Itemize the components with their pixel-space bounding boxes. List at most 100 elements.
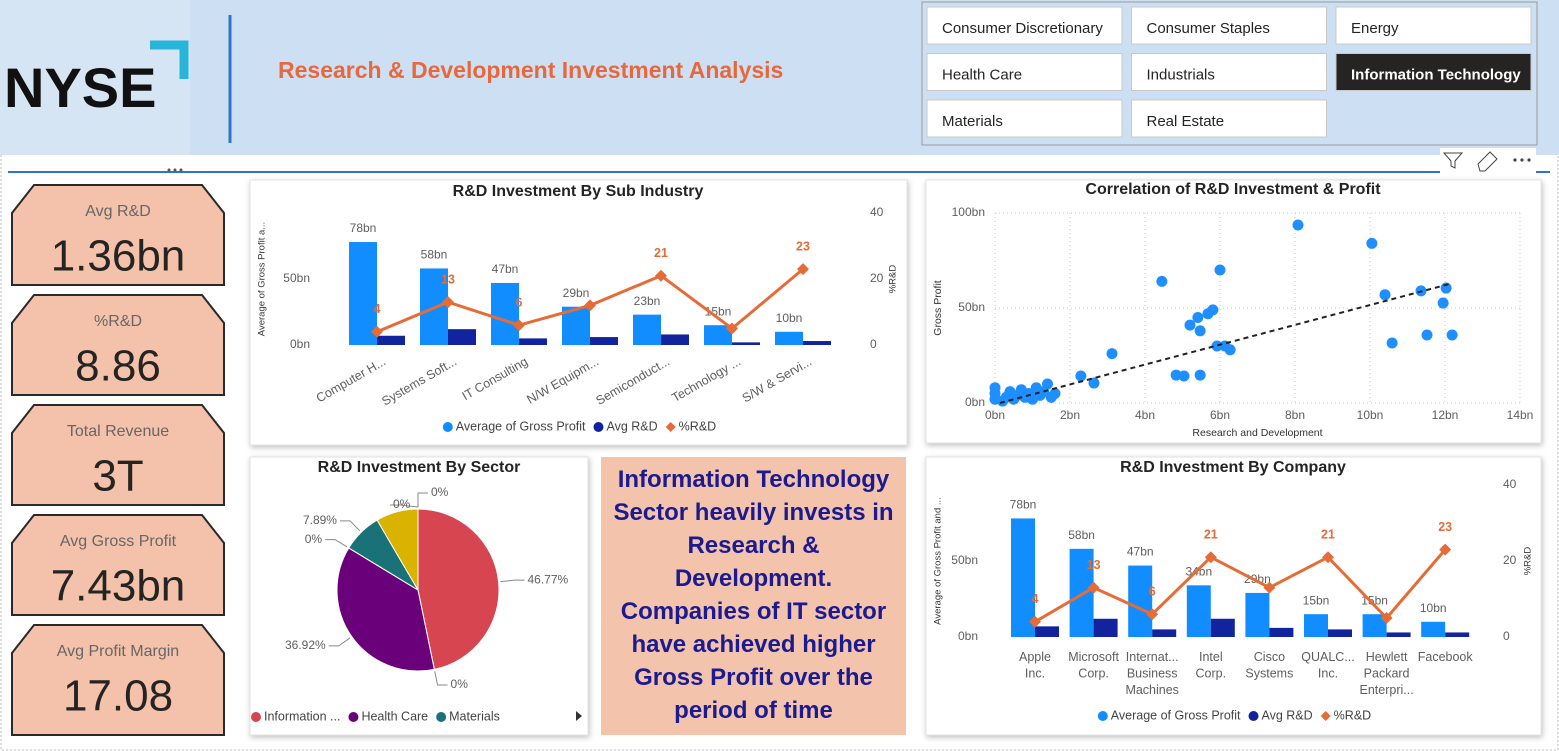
slicer-label[interactable]: Industrials (1147, 66, 1215, 83)
scatter-point (1184, 319, 1196, 331)
line-marker (1029, 615, 1041, 628)
data-label: 13 (1087, 558, 1101, 572)
data-label: 0% (431, 485, 449, 499)
data-label: 15bn (1303, 593, 1330, 607)
y-tick-label: 0bn (965, 395, 985, 409)
kpi-value: 3T (92, 452, 143, 501)
trend-line (999, 282, 1453, 404)
bar (661, 334, 689, 345)
scatter-point (1088, 377, 1100, 389)
data-label: 78bn (1010, 498, 1037, 512)
bar (1245, 592, 1270, 637)
bar (349, 242, 377, 345)
bar (1093, 618, 1118, 637)
line-marker (655, 269, 667, 282)
line-marker (442, 296, 454, 309)
x-tick-label: Intel Corp. (1196, 650, 1227, 681)
leader-line (328, 637, 351, 647)
legend-marker (442, 422, 453, 432)
kpi-card (11, 624, 225, 736)
data-label: 23 (1438, 520, 1452, 534)
slicer-label[interactable]: Materials (942, 113, 1003, 130)
scatter-point (1156, 275, 1168, 287)
scatter-point (1366, 237, 1378, 249)
eraser-icon[interactable] (1477, 151, 1498, 172)
line-marker (1146, 608, 1159, 621)
leader-line (434, 671, 448, 686)
slicer-label[interactable]: Consumer Staples (1147, 20, 1270, 37)
slicer-button[interactable] (1131, 6, 1327, 45)
y-tick-label: 50bn (951, 553, 978, 567)
slicer-label[interactable]: Information Technology (1351, 66, 1521, 83)
line-marker (1263, 581, 1276, 594)
slicer-label[interactable]: Consumer Discretionary (942, 20, 1103, 37)
filter-icon[interactable] (1442, 152, 1464, 169)
x-tick-label: QUALC... Inc. (1301, 650, 1355, 681)
legend-scroll-arrow[interactable] (576, 711, 582, 721)
y-axis-title: Gross Profit (932, 280, 944, 336)
legend: Information ... Health Care Materials (251, 709, 500, 723)
kpi-label: Total Revenue (67, 423, 169, 440)
more-options[interactable] (1513, 158, 1531, 162)
scatter-point (989, 382, 1001, 394)
slicer-button[interactable] (1131, 53, 1327, 91)
data-label: 23 (796, 239, 810, 253)
slicer-button[interactable] (1131, 99, 1327, 138)
y-tick-label: 0bn (958, 629, 978, 643)
scatter-point (1192, 312, 1204, 323)
bar (1128, 565, 1153, 637)
chart-title: R&D Investment By Sub Industry (453, 183, 704, 200)
bar (1035, 626, 1059, 637)
leader-line (500, 579, 525, 583)
data-label: 46.77% (528, 572, 569, 586)
leader-line (417, 492, 428, 507)
bar (1011, 518, 1035, 637)
panel (925, 179, 1542, 444)
legend-label: Avg R&D (1261, 708, 1312, 722)
data-label: 21 (1204, 527, 1218, 541)
x-tick-label: Facebook (1418, 650, 1474, 664)
x-tick-label: 10bn (1357, 408, 1384, 422)
slicer-button[interactable] (1335, 6, 1532, 45)
bar (1328, 629, 1352, 637)
slicer-button[interactable] (926, 99, 1123, 138)
bar (491, 282, 519, 345)
legend-marker (1248, 711, 1259, 721)
slicer-label[interactable]: Health Care (942, 66, 1022, 83)
slicer-button[interactable] (926, 53, 1123, 91)
data-label: 10bn (776, 311, 803, 325)
kpi-card (11, 184, 225, 286)
x-tick-label: 0bn (985, 408, 1005, 422)
x-tick-label: Hewlett Packard Enterpri... (1360, 650, 1414, 697)
scatter-point (1437, 297, 1449, 309)
y-axis-title: Average of Gross Profit a... (257, 222, 268, 336)
bar (590, 337, 618, 345)
data-label: 21 (1321, 527, 1335, 541)
scatter-point (1440, 282, 1452, 294)
legend-label: %R&D (679, 419, 717, 433)
slicer-button[interactable] (1335, 53, 1532, 91)
data-label: 4 (1032, 592, 1039, 606)
legend-label: Average of Gross Profit (456, 419, 586, 433)
x-tick-label: Internat... Business Machines (1125, 650, 1179, 697)
kpi-card (11, 514, 225, 616)
leader-line (339, 520, 361, 532)
legend-label: %R&D (1334, 708, 1372, 722)
scatter-point (1421, 329, 1433, 341)
slicer-button[interactable] (926, 6, 1123, 45)
x-tick-label: Microsoft Corp. (1068, 650, 1119, 681)
slicer-label[interactable]: Real Estate (1147, 113, 1225, 130)
kpi-value: 7.43bn (51, 562, 186, 611)
slicer-label[interactable]: Energy (1351, 20, 1399, 37)
data-label: 23bn (634, 294, 661, 308)
data-label: 58bn (1068, 528, 1095, 542)
scatter-point (1049, 388, 1061, 399)
scatter-point (1178, 370, 1190, 382)
y2-tick-label: 0 (870, 337, 877, 351)
legend-label: Average of Gross Profit (1111, 708, 1241, 722)
legend-label: Avg R&D (606, 419, 657, 433)
scatter-point (1292, 219, 1304, 231)
data-label: 29bn (563, 286, 590, 300)
